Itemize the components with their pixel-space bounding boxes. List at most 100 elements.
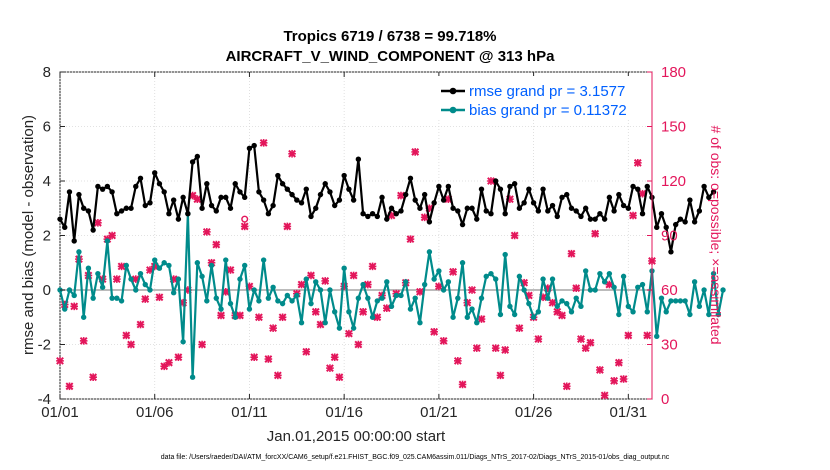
bias-point xyxy=(696,303,703,310)
bias-point xyxy=(237,276,243,282)
obs-assimilated-marker xyxy=(344,329,353,338)
obs-assimilated-marker xyxy=(600,391,609,400)
obs-possible-marker xyxy=(241,215,249,223)
bias-point xyxy=(379,295,385,301)
bias-point xyxy=(412,295,418,301)
bias-point xyxy=(384,279,390,285)
bias-point xyxy=(431,276,437,282)
rmse-point xyxy=(199,205,205,211)
rmse-point xyxy=(346,186,352,192)
bias-point xyxy=(71,292,77,299)
rmse-point xyxy=(170,197,177,203)
obs-assimilated-marker xyxy=(453,356,462,365)
rmse-point xyxy=(459,221,466,228)
bias-point xyxy=(66,287,73,293)
bias-point xyxy=(620,273,627,280)
bias-point xyxy=(365,295,371,301)
obs-assimilated-marker xyxy=(629,211,637,220)
bias-point xyxy=(99,284,106,290)
rmse-point xyxy=(483,208,489,214)
bias-point xyxy=(549,276,556,282)
obs-assimilated-marker xyxy=(548,298,557,307)
obs-assimilated-marker xyxy=(406,235,415,244)
bias-point xyxy=(294,292,300,299)
bias-point xyxy=(658,295,665,301)
bias-point xyxy=(279,300,286,307)
rmse-point xyxy=(180,194,186,201)
y-tick-label: 4 xyxy=(43,173,51,190)
obs-assimilated-marker xyxy=(510,231,519,240)
bias-point xyxy=(578,303,584,310)
obs-assimilated-marker xyxy=(373,313,382,322)
rmse-point xyxy=(85,208,92,214)
bias-point xyxy=(483,273,489,280)
obs-assimilated-marker xyxy=(591,229,600,238)
rmse-point xyxy=(545,208,551,214)
bias-point xyxy=(587,287,594,293)
bias-point xyxy=(260,257,267,263)
bias-point xyxy=(327,287,333,293)
bias-point xyxy=(530,314,537,320)
rmse-point xyxy=(559,194,565,201)
bias-point xyxy=(672,298,679,304)
rmse-point xyxy=(355,156,362,162)
rmse-point xyxy=(104,183,111,190)
rmse-point xyxy=(298,200,305,206)
obs-assimilated-marker xyxy=(321,277,330,285)
rmse-point xyxy=(597,211,603,217)
rmse-point xyxy=(403,191,409,198)
bias-point xyxy=(199,273,205,280)
rmse-point xyxy=(450,205,456,211)
bias-point xyxy=(303,276,309,282)
rmse-point xyxy=(530,200,537,206)
obs-assimilated-marker xyxy=(297,280,306,289)
rmse-point xyxy=(644,183,650,190)
rmse-point xyxy=(218,194,224,201)
rmse-point xyxy=(625,205,632,211)
y-tick-label: -2 xyxy=(38,337,51,354)
obs-assimilated-marker xyxy=(477,315,486,323)
obs-assimilated-marker xyxy=(259,138,268,147)
bias-point xyxy=(194,260,201,266)
bias-point xyxy=(166,262,172,269)
bias-point xyxy=(540,276,546,282)
obs-assimilated-marker xyxy=(122,331,131,340)
bias-point xyxy=(455,295,461,301)
obs-assimilated-marker xyxy=(567,249,576,258)
bias-point xyxy=(256,298,262,304)
obs-assimilated-marker xyxy=(283,222,292,231)
obs-assimilated-marker xyxy=(562,382,571,391)
bias-point xyxy=(313,279,319,285)
bias-point xyxy=(118,298,125,304)
rmse-point xyxy=(469,205,475,211)
rmse-point xyxy=(564,191,570,198)
rmse-point xyxy=(284,186,291,192)
rmse-point xyxy=(445,183,452,190)
obs-assimilated-marker xyxy=(468,286,476,294)
obs-assimilated-marker xyxy=(264,355,273,363)
bias-point xyxy=(597,270,603,277)
bias-point xyxy=(635,284,641,290)
rmse-point xyxy=(497,186,504,192)
obs-assimilated-marker xyxy=(56,356,64,365)
rmse-point xyxy=(66,189,73,195)
bias-point xyxy=(625,303,632,310)
y-tick-label: -4 xyxy=(38,391,51,408)
obs-assimilated-marker xyxy=(472,344,481,353)
rmse-point xyxy=(147,200,153,206)
bias-point xyxy=(147,287,153,293)
y2-tick-label: 60 xyxy=(661,282,678,299)
bias-point xyxy=(284,292,291,299)
rmse-point xyxy=(478,186,485,192)
x-tick-label: 01/11 xyxy=(231,404,267,421)
rmse-point xyxy=(421,191,428,198)
bias-point xyxy=(568,309,575,315)
bias-point xyxy=(663,309,669,315)
rmse-point xyxy=(308,213,314,220)
bias-point xyxy=(137,270,144,277)
rmse-point xyxy=(440,197,447,203)
rmse-point xyxy=(369,211,376,217)
bias-point xyxy=(582,268,589,274)
obs-assimilated-marker xyxy=(572,284,581,293)
rmse-point xyxy=(582,205,589,211)
